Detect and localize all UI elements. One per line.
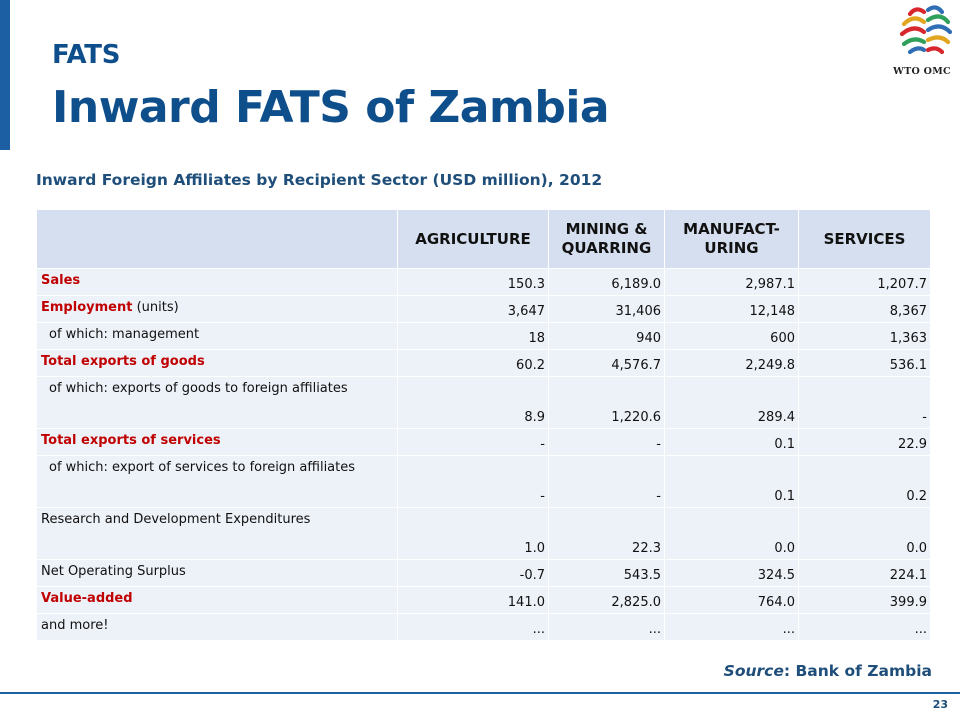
cell-value: 60.2 <box>397 349 549 377</box>
source-note: Source: Bank of Zambia <box>700 662 932 680</box>
row-research-development: Research and Development Expenditures 1.… <box>36 507 931 560</box>
row-employment: Employment (units) 3,647 31,406 12,148 8… <box>36 295 931 323</box>
cell-value: 2,825.0 <box>548 586 665 614</box>
cell-value: 536.1 <box>798 349 931 377</box>
cell-value: 6,189.0 <box>548 268 665 296</box>
cell-value: ... <box>664 613 799 641</box>
accent-bar <box>0 0 10 150</box>
header-mining: MINING & QUARRING <box>548 209 665 269</box>
cell-value: 22.3 <box>548 507 665 560</box>
header-services: SERVICES <box>798 209 931 269</box>
cell-value: 1,207.7 <box>798 268 931 296</box>
cell-value: 4,576.7 <box>548 349 665 377</box>
row-and-more: and more! ... ... ... ... <box>36 613 931 641</box>
cell-value: ... <box>798 613 931 641</box>
row-label: Net Operating Surplus <box>36 559 398 587</box>
cell-value: 2,249.8 <box>664 349 799 377</box>
footer-divider <box>0 692 960 694</box>
row-value-added: Value-added 141.0 2,825.0 764.0 399.9 <box>36 586 931 614</box>
cell-value: 0.0 <box>664 507 799 560</box>
cell-value: 600 <box>664 322 799 350</box>
cell-value: 12,148 <box>664 295 799 323</box>
row-label: and more! <box>36 613 398 641</box>
cell-value: 31,406 <box>548 295 665 323</box>
source-text: : Bank of Zambia <box>783 662 932 680</box>
row-label: Sales <box>36 268 398 296</box>
row-management: of which: management 18 940 600 1,363 <box>36 322 931 350</box>
cell-value: 324.5 <box>664 559 799 587</box>
cell-value: - <box>798 376 931 429</box>
cell-value: 1,363 <box>798 322 931 350</box>
cell-value: - <box>548 455 665 508</box>
row-label-unit: (units) <box>132 300 179 315</box>
table-header-row: AGRICULTURE MINING & QUARRING MANUFACT-U… <box>36 209 931 269</box>
cell-value: 8.9 <box>397 376 549 429</box>
row-exports-goods-affiliates: of which: exports of goods to foreign af… <box>36 376 931 429</box>
cell-value: 150.3 <box>397 268 549 296</box>
cell-value: 399.9 <box>798 586 931 614</box>
row-label: Research and Development Expenditures <box>36 507 398 560</box>
cell-value: - <box>397 428 549 456</box>
row-label-main: Employment <box>41 300 133 315</box>
fats-table: AGRICULTURE MINING & QUARRING MANUFACT-U… <box>36 209 931 641</box>
row-net-operating-surplus: Net Operating Surplus -0.7 543.5 324.5 2… <box>36 559 931 587</box>
row-exports-goods: Total exports of goods 60.2 4,576.7 2,24… <box>36 349 931 377</box>
header-agriculture: AGRICULTURE <box>397 209 549 269</box>
header-manufacturing: MANUFACT-URING <box>664 209 799 269</box>
row-label: of which: management <box>36 322 398 350</box>
cell-value: - <box>548 428 665 456</box>
cell-value: 2,987.1 <box>664 268 799 296</box>
table-caption: Inward Foreign Affiliates by Recipient S… <box>36 171 603 189</box>
page-number: 23 <box>932 698 948 711</box>
row-label: Total exports of services <box>36 428 398 456</box>
row-label: Total exports of goods <box>36 349 398 377</box>
cell-value: 764.0 <box>664 586 799 614</box>
cell-value: ... <box>548 613 665 641</box>
logo-wordmark: WTO OMC <box>893 66 951 77</box>
source-label: Source <box>723 662 784 680</box>
slide-title: Inward FATS of Zambia <box>52 82 610 133</box>
header-empty <box>36 209 398 269</box>
cell-value: 0.1 <box>664 428 799 456</box>
cell-value: 1,220.6 <box>548 376 665 429</box>
cell-value: 18 <box>397 322 549 350</box>
cell-value: 3,647 <box>397 295 549 323</box>
cell-value: 141.0 <box>397 586 549 614</box>
row-label: Value-added <box>36 586 398 614</box>
cell-value: 543.5 <box>548 559 665 587</box>
row-label: of which: exports of goods to foreign af… <box>36 376 398 429</box>
cell-value: 8,367 <box>798 295 931 323</box>
row-exports-services-affiliates: of which: export of services to foreign … <box>36 455 931 508</box>
row-sales: Sales 150.3 6,189.0 2,987.1 1,207.7 <box>36 268 931 296</box>
cell-value: -0.7 <box>397 559 549 587</box>
cell-value: 0.2 <box>798 455 931 508</box>
row-label: Employment (units) <box>36 295 398 323</box>
cell-value: 1.0 <box>397 507 549 560</box>
cell-value: 0.0 <box>798 507 931 560</box>
cell-value: 224.1 <box>798 559 931 587</box>
cell-value: 289.4 <box>664 376 799 429</box>
slide-kicker: FATS <box>52 40 121 70</box>
cell-value: - <box>397 455 549 508</box>
cell-value: 940 <box>548 322 665 350</box>
cell-value: 22.9 <box>798 428 931 456</box>
cell-value: ... <box>397 613 549 641</box>
row-exports-services: Total exports of services - - 0.1 22.9 <box>36 428 931 456</box>
row-label: of which: export of services to foreign … <box>36 455 398 508</box>
wto-logo-icon <box>899 5 953 55</box>
cell-value: 0.1 <box>664 455 799 508</box>
